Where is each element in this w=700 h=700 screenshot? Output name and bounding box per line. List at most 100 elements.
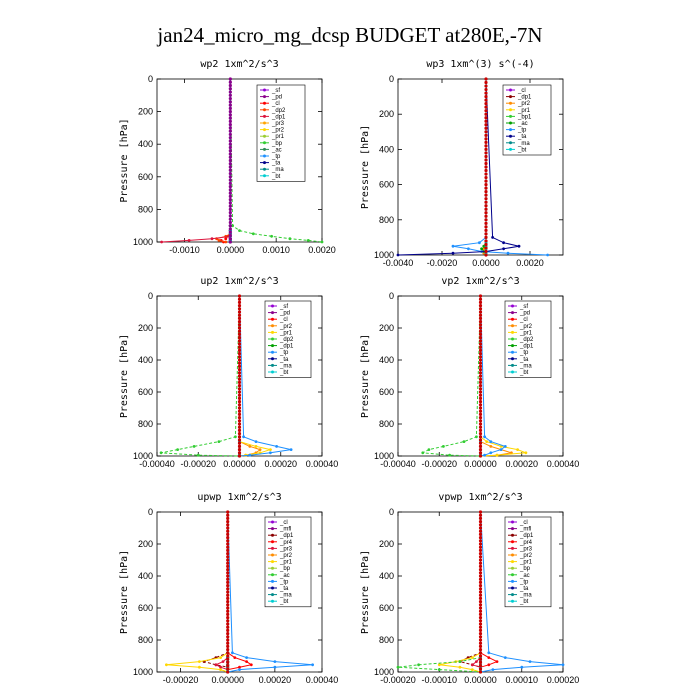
profile-marker [237,380,242,384]
data-point [288,237,292,241]
profile-marker [237,403,242,407]
legend-marker [511,599,514,603]
profile-marker [478,580,483,585]
zero-profile-markers [226,510,230,674]
legend-entry: _pr2 [279,553,293,559]
legend-marker [511,520,514,524]
profile-marker [226,596,230,601]
profile-marker [226,603,230,607]
profile-marker [237,400,242,404]
profile-marker [478,574,483,578]
profile-marker [478,641,483,645]
data-point [217,239,221,242]
data-point [437,668,441,671]
legend-entry: _tp [519,350,529,356]
profile-marker [226,539,230,543]
profile-marker [226,600,230,604]
legend: _sf_pd_cl_pr2_pr1_dp2_dp1_tp_ta_ma_bt [504,300,552,378]
profile-marker [478,374,483,378]
profile-marker [228,106,232,110]
y-tick-label: 1000 [374,667,394,677]
profile-marker [226,670,230,674]
legend-entry: _bt [517,147,527,153]
legend-marker [271,304,274,308]
profile-marker [478,320,483,324]
profile-marker [484,197,488,201]
profile-marker [484,239,488,243]
legend-marker [511,533,514,537]
y-tick-label: 0 [389,74,394,84]
profile-marker [478,616,483,620]
x-tick-label: 0.00000 [223,459,256,469]
data-point [192,445,196,448]
profile-marker [228,204,232,208]
profile-marker [478,310,483,314]
profile-marker [484,130,488,134]
profile-marker [484,112,488,116]
x-tick-label: 0.00020 [264,459,297,469]
data-point [491,668,495,671]
profile-marker [228,129,232,133]
profile-marker [484,151,488,155]
legend-marker [511,324,514,328]
y-tick-label: 200 [379,323,394,333]
legend-entry: _tp [517,128,527,134]
legend-entry: _sf [271,88,280,94]
y-tick-label: 0 [148,507,153,517]
profile-marker [228,132,232,137]
legend-marker [263,134,266,138]
profile-marker [478,587,483,591]
profile-marker [478,454,483,458]
legend-entry: _cl [279,520,288,526]
data-point [506,251,510,255]
y-tick-label: 600 [138,172,153,182]
y-tick-label: 200 [379,109,394,119]
profile-marker [484,84,488,88]
legend-entry: _ta [517,134,527,140]
profile-marker [226,574,230,578]
profile-marker [237,374,242,378]
profile-marker [237,448,242,452]
profile-marker [478,393,483,397]
profile-marker [226,545,230,549]
legend-marker [263,101,266,105]
profile-marker [484,126,488,130]
profile-marker [237,342,242,346]
data-point [475,660,478,663]
legend-entry: _dp1 [279,533,294,539]
data-point [489,440,493,443]
profile-marker [478,542,483,546]
profile-marker [228,123,232,127]
profile-marker [478,632,483,636]
profile-marker [478,596,483,601]
profile-marker [228,80,232,84]
legend-box [256,84,306,182]
y-tick-label: 400 [379,355,394,365]
y-tick-label: 600 [138,387,153,397]
profile-marker [484,140,488,144]
profile-marker [228,87,232,91]
legend-entry: _dp1 [279,344,294,350]
profile-marker [478,667,483,671]
y-tick-label: 800 [138,635,153,645]
data-point [198,665,201,669]
profile-marker [228,230,232,234]
legend-marker [511,573,514,577]
x-tick-label: -0.00020 [180,459,216,469]
y-tick-label: 800 [138,204,153,214]
legend-marker [511,579,514,583]
profile-marker [226,564,230,569]
profile-marker [478,339,483,343]
x-tick-label: 0.00020 [547,675,580,685]
profile-marker [226,516,230,521]
x-tick-label: -0.00020 [421,459,457,469]
legend-marker [511,546,514,550]
legend-entry: _bt [519,599,529,605]
x-tick-label: -0.0040 [383,258,414,268]
legend-marker [263,121,266,125]
legend-entry: _sf [279,304,288,310]
panel-2: wp3 1xm^(3) s^(-4)02004006008001000-0.00… [360,59,564,268]
profile-marker [226,660,230,665]
profile-marker [237,332,242,336]
